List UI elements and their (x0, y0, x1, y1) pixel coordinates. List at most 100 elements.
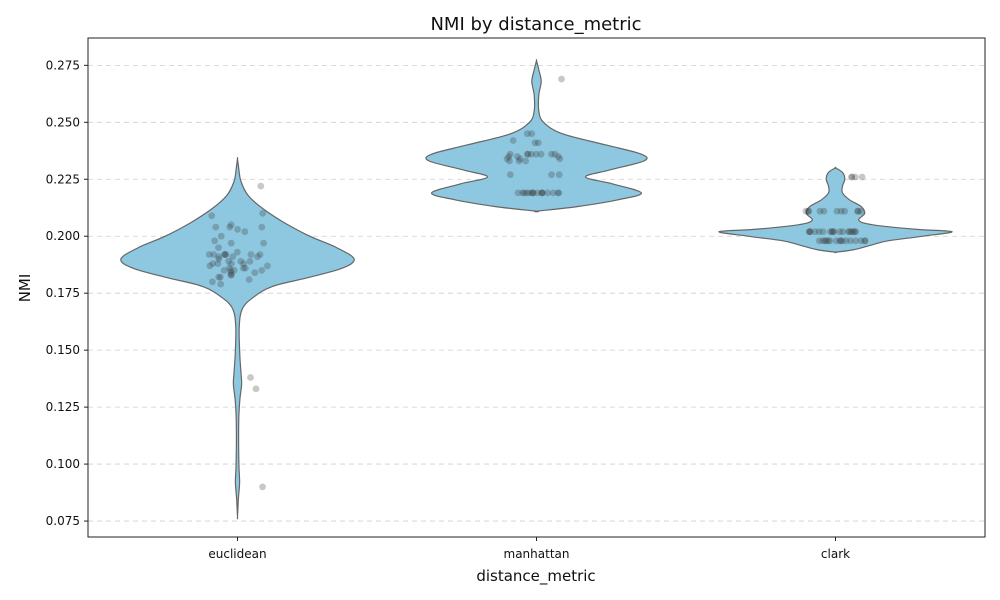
y-tick-label: 0.250 (46, 115, 80, 129)
point-manhattan (519, 189, 526, 197)
point-clark (832, 237, 840, 245)
point-euclidean (205, 251, 213, 258)
point-clark (836, 228, 844, 236)
violins (120, 59, 953, 520)
point-manhattan (555, 189, 563, 197)
point-clark (851, 173, 859, 181)
point-clark (802, 207, 810, 215)
point-euclidean (222, 251, 230, 258)
point-clark (815, 228, 823, 236)
point-clark (852, 228, 860, 236)
y-tick-label: 0.125 (46, 400, 80, 414)
point-euclidean (259, 210, 267, 217)
y-axis-ticks: 0.075 0.100 0.125 0.150 0.175 0.200 0.225 0.250… (46, 58, 88, 528)
point-clark (826, 228, 834, 236)
x-tick-label-manhattan: manhattan (504, 547, 570, 561)
point-manhattan (537, 150, 545, 158)
point-euclidean (228, 271, 235, 279)
point-clark (849, 228, 857, 236)
violin-manhattan (425, 59, 648, 213)
point-clark (857, 207, 865, 215)
point-manhattan (506, 150, 514, 158)
point-euclidean (215, 273, 223, 281)
point-euclidean (209, 278, 216, 286)
point-euclidean (251, 269, 259, 277)
point-clark (854, 207, 861, 215)
point-manhattan (527, 150, 535, 158)
point-manhattan (529, 189, 537, 197)
point-clark (805, 207, 812, 215)
point-euclidean (216, 273, 224, 281)
violin-euclidean (120, 157, 355, 520)
point-clark (845, 228, 852, 236)
point-clark (819, 228, 827, 236)
point-clark (852, 237, 859, 245)
point-euclidean (237, 257, 245, 265)
point-manhattan (551, 150, 559, 158)
y-tick-label: 0.175 (46, 286, 80, 300)
point-manhattan (531, 139, 539, 147)
y-tick-label: 0.200 (46, 229, 80, 243)
point-euclidean (227, 267, 235, 274)
point-euclidean (264, 262, 271, 270)
x-tick-label-clark: clark (821, 547, 850, 561)
point-euclidean (212, 223, 220, 231)
point-manhattan (520, 189, 528, 197)
point-clark (848, 173, 855, 181)
point-euclidean (214, 260, 222, 267)
point-euclidean (210, 251, 218, 258)
point-euclidean (217, 232, 225, 240)
point-euclidean (208, 212, 216, 220)
point-clark (836, 237, 844, 245)
y-tick-label: 0.075 (46, 514, 80, 528)
point-clark (805, 207, 813, 215)
point-manhattan (522, 157, 530, 165)
point-euclidean (226, 223, 234, 231)
point-manhattan (506, 171, 514, 179)
point-manhattan (555, 171, 563, 179)
point-manhattan (523, 130, 531, 138)
point-euclidean (247, 374, 254, 381)
y-tick-label: 0.275 (46, 58, 80, 72)
strip-points (205, 75, 869, 491)
point-manhattan (528, 130, 536, 138)
x-axis-ticks: euclidean manhattan clark (208, 537, 850, 561)
point-manhattan (534, 139, 542, 147)
point-manhattan (532, 150, 540, 158)
point-manhattan (529, 189, 536, 197)
point-euclidean (260, 239, 267, 247)
point-euclidean (209, 260, 217, 267)
point-manhattan (538, 189, 546, 197)
point-clark (815, 237, 823, 245)
point-euclidean (246, 257, 254, 265)
point-euclidean (233, 248, 241, 256)
point-manhattan (528, 189, 536, 197)
point-clark (820, 207, 828, 215)
point-euclidean (215, 253, 223, 261)
point-euclidean (225, 257, 233, 265)
point-manhattan (538, 189, 546, 197)
point-euclidean (227, 271, 235, 279)
point-euclidean (241, 228, 249, 236)
point-euclidean (228, 260, 235, 267)
point-clark (842, 237, 850, 245)
point-clark (854, 207, 862, 215)
y-tick-label: 0.225 (46, 172, 80, 186)
point-clark (826, 237, 834, 245)
point-clark (829, 228, 836, 236)
point-manhattan (556, 155, 564, 163)
point-manhattan (514, 189, 522, 197)
point-euclidean (259, 483, 266, 491)
point-clark (861, 237, 869, 245)
y-tick-label: 0.150 (46, 343, 80, 357)
point-clark (811, 228, 819, 236)
point-clark (861, 237, 869, 245)
point-manhattan (525, 189, 533, 197)
point-manhattan (554, 189, 562, 197)
point-manhattan (509, 137, 517, 144)
point-clark (806, 228, 814, 236)
point-euclidean (242, 264, 249, 272)
point-clark (816, 207, 824, 215)
point-manhattan (505, 153, 513, 160)
